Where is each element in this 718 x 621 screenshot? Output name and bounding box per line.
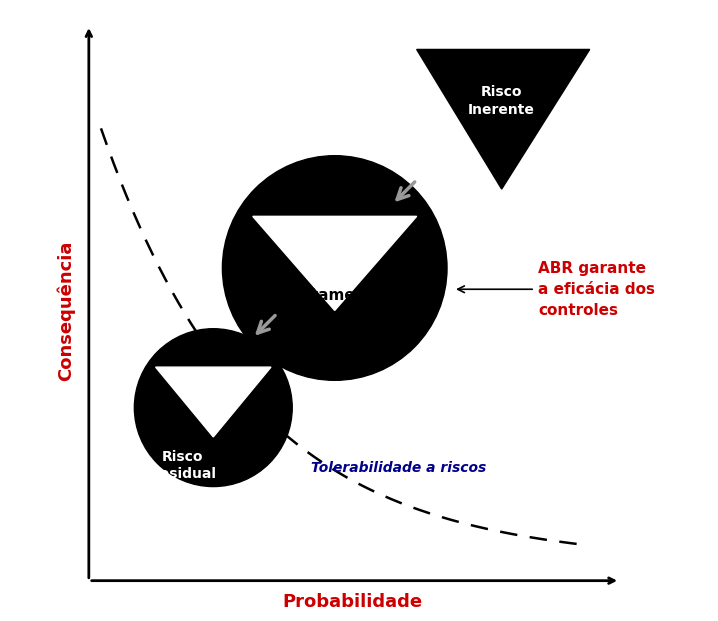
Circle shape — [223, 156, 447, 380]
Text: Consequência: Consequência — [57, 240, 75, 381]
Text: Risco
Inerente: Risco Inerente — [468, 86, 535, 117]
Polygon shape — [416, 50, 589, 189]
Text: Tratamento: Tratamento — [285, 288, 384, 303]
Text: Probabilidade: Probabilidade — [283, 593, 423, 611]
Polygon shape — [156, 367, 271, 437]
Text: Risco
Residual: Risco Residual — [149, 450, 216, 481]
Polygon shape — [253, 216, 416, 310]
Text: ABR garante
a eficácia dos
controles: ABR garante a eficácia dos controles — [538, 261, 655, 318]
Text: Tolerabilidade a riscos: Tolerabilidade a riscos — [311, 461, 486, 475]
Circle shape — [134, 329, 292, 487]
